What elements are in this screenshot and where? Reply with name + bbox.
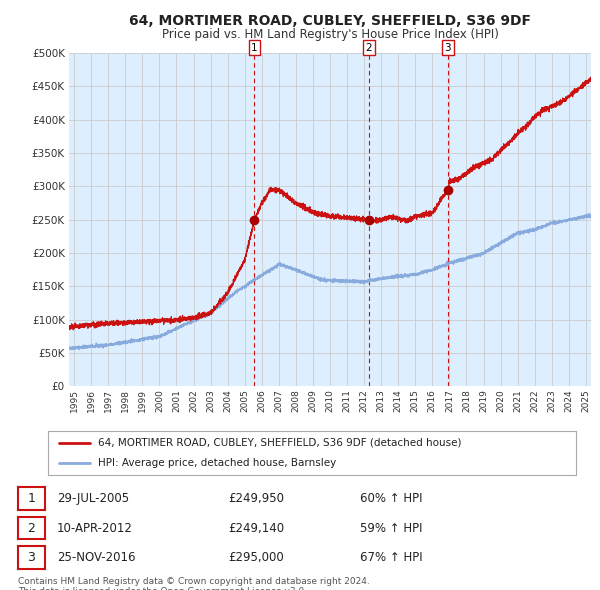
- Text: £249,140: £249,140: [228, 522, 284, 535]
- Text: 64, MORTIMER ROAD, CUBLEY, SHEFFIELD, S36 9DF: 64, MORTIMER ROAD, CUBLEY, SHEFFIELD, S3…: [129, 14, 531, 28]
- Text: HPI: Average price, detached house, Barnsley: HPI: Average price, detached house, Barn…: [98, 458, 337, 468]
- Text: 10-APR-2012: 10-APR-2012: [57, 522, 133, 535]
- Text: 3: 3: [445, 42, 451, 53]
- Text: 1: 1: [28, 492, 35, 505]
- Text: 59% ↑ HPI: 59% ↑ HPI: [360, 522, 422, 535]
- Text: 2: 2: [28, 522, 35, 535]
- Text: Contains HM Land Registry data © Crown copyright and database right 2024.
This d: Contains HM Land Registry data © Crown c…: [18, 577, 370, 590]
- Text: 60% ↑ HPI: 60% ↑ HPI: [360, 492, 422, 505]
- Text: 67% ↑ HPI: 67% ↑ HPI: [360, 551, 422, 564]
- Text: 1: 1: [251, 42, 258, 53]
- Text: £249,950: £249,950: [228, 492, 284, 505]
- Text: 2: 2: [365, 42, 372, 53]
- Text: Price paid vs. HM Land Registry's House Price Index (HPI): Price paid vs. HM Land Registry's House …: [161, 28, 499, 41]
- Text: 3: 3: [28, 551, 35, 564]
- Text: 25-NOV-2016: 25-NOV-2016: [57, 551, 136, 564]
- Text: 64, MORTIMER ROAD, CUBLEY, SHEFFIELD, S36 9DF (detached house): 64, MORTIMER ROAD, CUBLEY, SHEFFIELD, S3…: [98, 438, 461, 448]
- Text: 29-JUL-2005: 29-JUL-2005: [57, 492, 129, 505]
- Text: £295,000: £295,000: [228, 551, 284, 564]
